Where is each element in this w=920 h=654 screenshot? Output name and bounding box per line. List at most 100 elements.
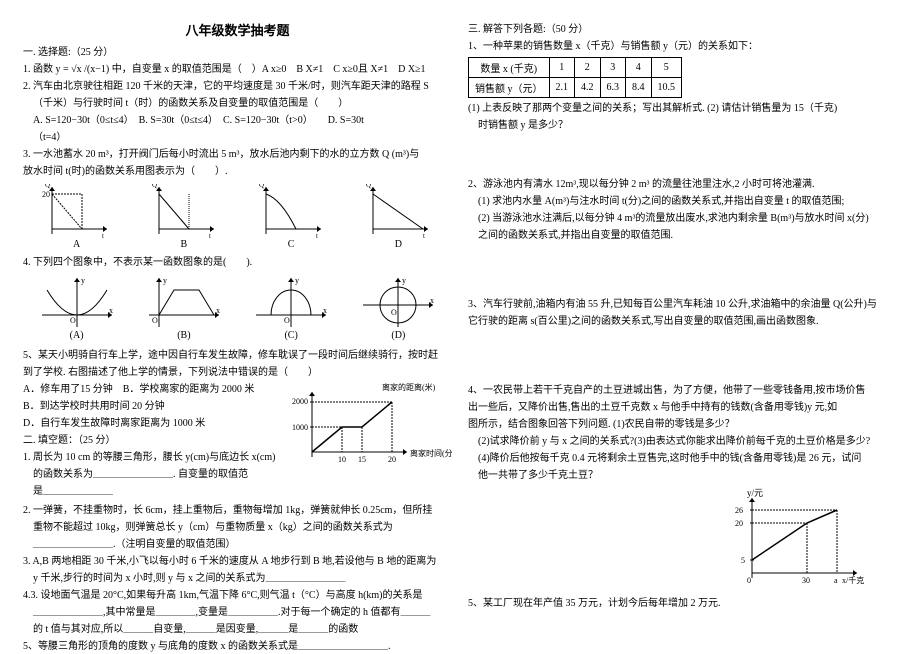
- q1: 1. 函数 y = √x /(x−1) 中，自变量 x 的取值范围是（ ）A x…: [23, 62, 452, 77]
- q2-1c: 是＿＿＿＿＿＿＿: [23, 484, 452, 499]
- svg-text:O: O: [391, 308, 397, 317]
- svg-text:t: t: [316, 232, 318, 239]
- th-y: 销售额 y（元）: [469, 78, 550, 98]
- svg-text:1000: 1000: [292, 423, 308, 432]
- q4: 4. 下列四个图象中，不表示某一函数图象的是( ).: [23, 255, 452, 270]
- svg-text:x: x: [430, 296, 434, 305]
- q2d: （t=4）: [23, 130, 452, 145]
- q2-3b: y 千米,步行的时间为 x 小时,则 y 与 x 之间的关系式为＿＿＿＿＿＿＿＿: [23, 571, 452, 586]
- fig-q4-c: x Oy (C): [251, 275, 331, 341]
- th-x: 数量 x (千克): [469, 58, 550, 78]
- svg-text:t: t: [102, 232, 104, 239]
- q2-4c: 的 t 值与其对应,所以＿＿＿自变量,＿＿＿是因变量,＿＿＿是＿＿＿的函数: [23, 622, 452, 637]
- exam-title: 八年级数学抽考题: [23, 20, 452, 39]
- r-q1b: 时销售额 y 是多少？: [468, 118, 897, 133]
- svg-text:y/元: y/元: [747, 488, 763, 498]
- svg-text:20: 20: [42, 190, 50, 199]
- q5-chart: 离家的距离(米) 2000 1000 10 15 20 离家: [292, 382, 452, 475]
- r-q4f: 他一共带了多少千克土豆？: [468, 468, 897, 483]
- svg-text:26: 26: [735, 506, 743, 515]
- r-q3b: 它行驶的距离 s(百公里)之间的函数关系式,写出自变量的取值范围,画出函数图象.: [468, 314, 897, 329]
- fig-label-d: D: [363, 239, 433, 250]
- q3a: 3. 一水池蓄水 20 m³，打开阀门后每小时流出 5 m³，放水后池内剩下的水…: [23, 147, 452, 162]
- q2-3a: 3. A,B 两地相距 30 千米,小飞以每小时 6 千米的速度从 A 地步行到…: [23, 554, 452, 569]
- q2a: 2. 汽车由北京驶往相距 120 千米的天津，它的平均速度是 30 千米/时，则…: [23, 79, 452, 94]
- q2-2c: ＿＿＿＿＿＿＿＿.（注明自变量的取值范围）: [23, 537, 452, 552]
- r-q2c: (2) 当游泳池水注满后,以每分钟 4 m³的流量放出废水,求池内剩余量 B(m…: [468, 211, 897, 226]
- q5b: 到了学校. 右图描述了他上学的情景，下列说法中错误的是（ ）: [23, 365, 452, 380]
- svg-text:2000: 2000: [292, 397, 308, 406]
- svg-text:y: y: [295, 276, 299, 285]
- svg-text:20: 20: [388, 455, 396, 464]
- q2-2b: 重物不能超过 10kg，则弹簧总长 y（cm）与重物质量 x（kg）之间的函数关…: [23, 520, 452, 535]
- svg-text:x: x: [323, 306, 327, 315]
- fig-q4-d: x Oy (D): [358, 275, 438, 341]
- svg-text:30: 30: [802, 576, 810, 585]
- svg-text:Q: Q: [366, 184, 371, 189]
- chart-ylabel: 离家的距离(米): [382, 382, 436, 392]
- fig-q4-a: x Oy (A): [37, 275, 117, 341]
- fig-label-b: B: [149, 239, 219, 250]
- r-q2a: 2、游泳池内有清水 12m³,现以每分钟 2 m³ 的流量往池里注水,2 小时可…: [468, 177, 897, 192]
- fig-q3-a: 20 t Q A: [42, 184, 112, 250]
- q4-label-c: (C): [251, 330, 331, 341]
- q4-chart: y/元 26 20 5 0 30 a x/千克: [468, 488, 867, 591]
- fig-label-c: C: [256, 239, 326, 250]
- left-column: 八年级数学抽考题 一. 选择题:（25 分） 1. 函数 y = √x /(x−…: [15, 20, 460, 630]
- svg-text:15: 15: [358, 455, 366, 464]
- svg-text:y: y: [81, 276, 85, 285]
- q3-figures: 20 t Q A t Q B: [23, 184, 452, 250]
- r-q4d: (2)试求降价前 y 与 x 之间的关系式?(3)由表达式你能求出降价前每千克的…: [468, 434, 897, 449]
- svg-text:x/千克: x/千克: [842, 575, 864, 585]
- q2-4b: ＿＿＿＿＿＿＿,其中常量是＿＿＿＿,变量是＿＿＿＿＿.对于每一个确定的 h 值都…: [23, 605, 452, 620]
- q2b: （千米）与行驶时间 t（时）的函数关系及自变量的取值范围是（ ）: [23, 96, 452, 111]
- svg-text:0: 0: [747, 576, 751, 585]
- q4-label-a: (A): [37, 330, 117, 341]
- fig-q3-c: t Q C: [256, 184, 326, 250]
- svg-text:t: t: [423, 232, 425, 239]
- fig-q3-b: t Q B: [149, 184, 219, 250]
- svg-text:10: 10: [338, 455, 346, 464]
- r-q4a: 4、一农民带上若干千克自产的土豆进城出售，为了方便，他带了一些零钱备用,按市场价…: [468, 383, 897, 398]
- r-q1a: (1) 上表反映了那两个变量之间的关系；写出其解析式. (2) 请估计销售量为 …: [468, 101, 897, 116]
- q2-2a: 2. 一弹簧，不挂重物时，长 6cm，挂上重物后，重物每增加 1kg，弹簧就伸长…: [23, 503, 452, 518]
- r-q3a: 3、汽车行驶前,油箱内有油 55 升,已知每百公里汽车耗油 10 公升,求油箱中…: [468, 297, 897, 312]
- svg-text:20: 20: [735, 519, 743, 528]
- svg-text:O: O: [70, 316, 76, 325]
- svg-text:Q: Q: [45, 184, 50, 189]
- right-column: 三. 解答下列各题:（50 分） 1、一种苹果的销售数量 x（千克）与销售额 y…: [460, 20, 905, 630]
- svg-text:O: O: [152, 316, 158, 325]
- svg-text:a: a: [834, 576, 838, 585]
- svg-text:离家时间(分钟): 离家时间(分钟): [410, 448, 452, 458]
- r-q4c: 图所示，结合图象回答下列问题. (1)农民自带的零钱是多少？: [468, 417, 897, 432]
- q2c: A. S=120−30t（0≤t≤4） B. S=30t（0≤t≤4） C. S…: [23, 113, 452, 128]
- r-q2d: 之间的函数关系式,并指出自变量的取值范围.: [468, 228, 897, 243]
- q3b: 放水时间 t(时)的函数关系用图表示为（ ）.: [23, 164, 452, 179]
- r-q1: 1、一种苹果的销售数量 x（千克）与销售额 y（元）的关系如下：: [468, 39, 897, 54]
- q5-block: 5、某天小明骑自行车上学，途中因自行车发生故障，修车耽误了一段时间后继续骑行，按…: [23, 346, 452, 501]
- fig-q3-d: t Q D: [363, 184, 433, 250]
- fig-label-a: A: [42, 239, 112, 250]
- svg-text:x: x: [109, 306, 113, 315]
- svg-text:y: y: [163, 276, 167, 285]
- r-q2b: (1) 求池内水量 A(m³)与注水时间 t(分)之间的函数关系式,并指出自变量…: [468, 194, 897, 209]
- section3-header: 三. 解答下列各题:（50 分）: [468, 22, 897, 37]
- q2-5: 5、等腰三角形的顶角的度数 y 与底角的度数 x 的函数关系式是＿＿＿＿＿＿＿＿…: [23, 639, 452, 654]
- fig-q4-b: x Oy (B): [144, 275, 224, 341]
- section1-header: 一. 选择题:（25 分）: [23, 45, 452, 60]
- svg-text:y: y: [402, 276, 406, 285]
- svg-text:Q: Q: [259, 184, 264, 189]
- svg-text:5: 5: [741, 556, 745, 565]
- r-q5: 5、某工厂现在年产值 35 万元，计划今后每年增加 2 万元.: [468, 596, 897, 611]
- q2-4a: 4.3. 设地面气温是 20°C,如果每升高 1km,气温下降 6°C,则气温 …: [23, 588, 452, 603]
- q4-figures: x Oy (A) x Oy (B) x Oy: [23, 275, 452, 341]
- svg-text:O: O: [284, 316, 290, 325]
- sales-table: 数量 x (千克) 1 2 3 4 5 销售额 y（元） 2.1 4.2 6.3…: [468, 57, 682, 98]
- q4-label-d: (D): [358, 330, 438, 341]
- q5a: 5、某天小明骑自行车上学，途中因自行车发生故障，修车耽误了一段时间后继续骑行，按…: [23, 348, 452, 363]
- svg-text:t: t: [209, 232, 211, 239]
- r-q4e: (4)降价后他按每千克 0.4 元将剩余土豆售完,这时他手中的钱(含备用零钱)是…: [468, 451, 897, 466]
- q4-label-b: (B): [144, 330, 224, 341]
- svg-text:Q: Q: [152, 184, 157, 189]
- svg-text:x: x: [216, 306, 220, 315]
